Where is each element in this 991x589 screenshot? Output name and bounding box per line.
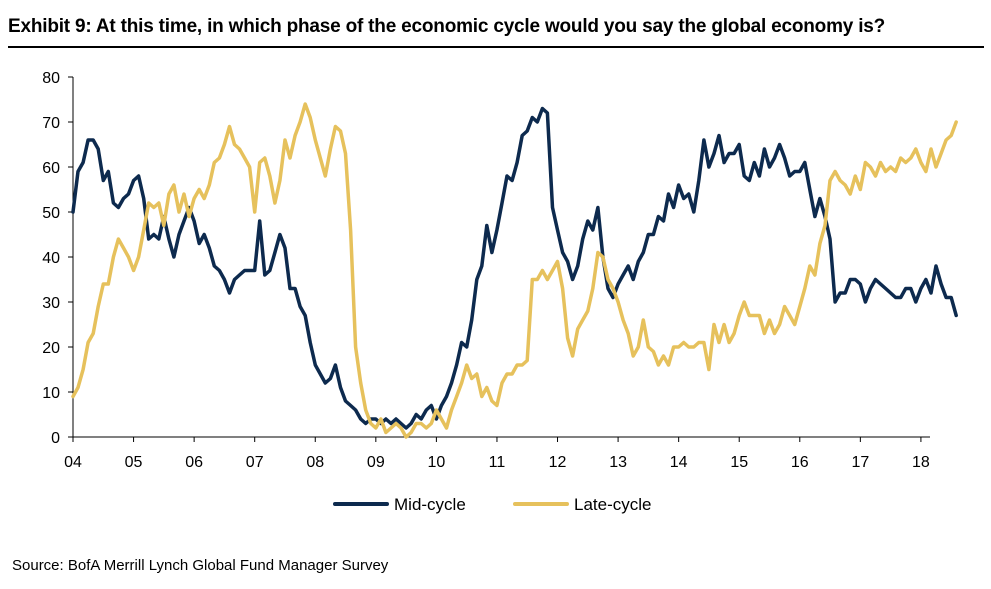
y-tick-label: 0 (51, 430, 60, 447)
x-tick-label: 11 (489, 454, 506, 471)
series-line-mid-cycle (71, 106, 958, 430)
y-tick-label: 40 (42, 250, 60, 267)
x-tick-label: 12 (549, 454, 567, 471)
y-tick-label: 60 (42, 160, 60, 177)
x-tick-label: 18 (912, 454, 930, 471)
x-tick-label: 13 (609, 454, 627, 471)
x-tick-label: 06 (185, 454, 203, 471)
series-layer (71, 102, 958, 439)
y-tick-label: 70 (42, 115, 60, 132)
y-tick-label: 80 (42, 70, 60, 87)
x-tick-label: 10 (427, 454, 445, 471)
legend-label-late-cycle: Late-cycle (574, 495, 651, 514)
x-tick-label: 14 (670, 454, 688, 471)
y-tick-label: 50 (42, 205, 60, 222)
x-tick-label: 08 (306, 454, 324, 471)
series-line-late-cycle (71, 102, 958, 439)
x-tick-label: 17 (851, 454, 869, 471)
chart-title: Exhibit 9: At this time, in which phase … (8, 16, 886, 37)
title-rule (8, 46, 984, 48)
x-tick-label: 04 (64, 454, 82, 471)
x-tick-label: 16 (791, 454, 809, 471)
y-tick-label: 30 (42, 295, 60, 312)
y-tick-label: 10 (42, 385, 60, 402)
y-tick-label: 20 (42, 340, 60, 357)
chart-axes: 0 10 20 30 40 50 60 70 80 04 05 06 07 08 09 10 11 12 13 14 1… (42, 70, 930, 471)
chart-legend: Mid-cycle Late-cycle (333, 495, 651, 514)
x-tick-label: 07 (246, 454, 264, 471)
x-tick-label: 05 (125, 454, 143, 471)
legend-label-mid-cycle: Mid-cycle (394, 495, 466, 514)
x-tick-label: 15 (730, 454, 748, 471)
x-tick-label: 09 (367, 454, 385, 471)
source-note: Source: BofA Merrill Lynch Global Fund M… (12, 557, 389, 574)
